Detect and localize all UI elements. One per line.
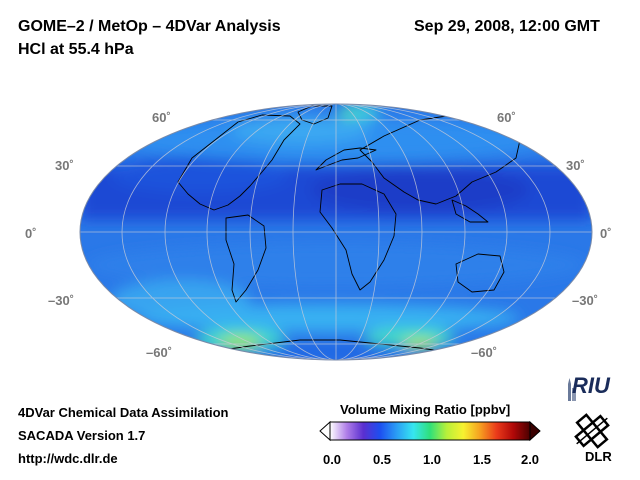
colorbar-tick: 0.5 (372, 452, 392, 467)
lat-label-30s-right: –30˚ (572, 293, 599, 308)
colorbar-tick: 2.0 (520, 452, 540, 467)
footer-line-2: SACADA Version 1.7 (18, 428, 146, 443)
map-outline (79, 103, 593, 361)
colorbar-tick: 0.0 (322, 452, 342, 467)
lat-label-30n-left: 30˚ (55, 158, 74, 173)
page-subtitle: HCl at 55.4 hPa (18, 41, 134, 58)
datetime-label: Sep 29, 2008, 12:00 GMT (414, 18, 600, 35)
lat-label-30s-left: –30˚ (48, 293, 75, 308)
graticule (80, 104, 592, 360)
colorbar-high-arrow (529, 420, 541, 442)
dlr-logo-icon (574, 413, 610, 449)
footer-link[interactable]: http://wdc.dlr.de (18, 451, 118, 466)
riu-logo-icon (568, 378, 576, 401)
riu-logo-text: RIU (572, 373, 610, 398)
colorbar (319, 420, 541, 442)
colorbar-tick: 1.5 (472, 452, 492, 467)
colorbar-bar (329, 421, 531, 441)
lat-label-30n-right: 30˚ (566, 158, 585, 173)
lat-label-60n-left: 60˚ (152, 110, 171, 125)
lat-label-60s-right: –60˚ (471, 345, 498, 360)
colorbar-tick: 1.0 (422, 452, 442, 467)
hcl-field (80, 104, 592, 360)
colorbar-title: Volume Mixing Ratio [ppbv] (340, 402, 511, 417)
lat-label-60n-right: 60˚ (497, 110, 516, 125)
footer-line-1: 4DVar Chemical Data Assimilation (18, 405, 229, 420)
page-title: GOME–2 / MetOp – 4DVar Analysis (18, 18, 281, 35)
lat-label-60s-left: –60˚ (146, 345, 173, 360)
colorbar-low-arrow (319, 420, 331, 442)
lat-label-0-left: 0˚ (25, 226, 37, 241)
dlr-logo-text: DLR (585, 449, 612, 464)
lat-label-0-right: 0˚ (600, 226, 612, 241)
